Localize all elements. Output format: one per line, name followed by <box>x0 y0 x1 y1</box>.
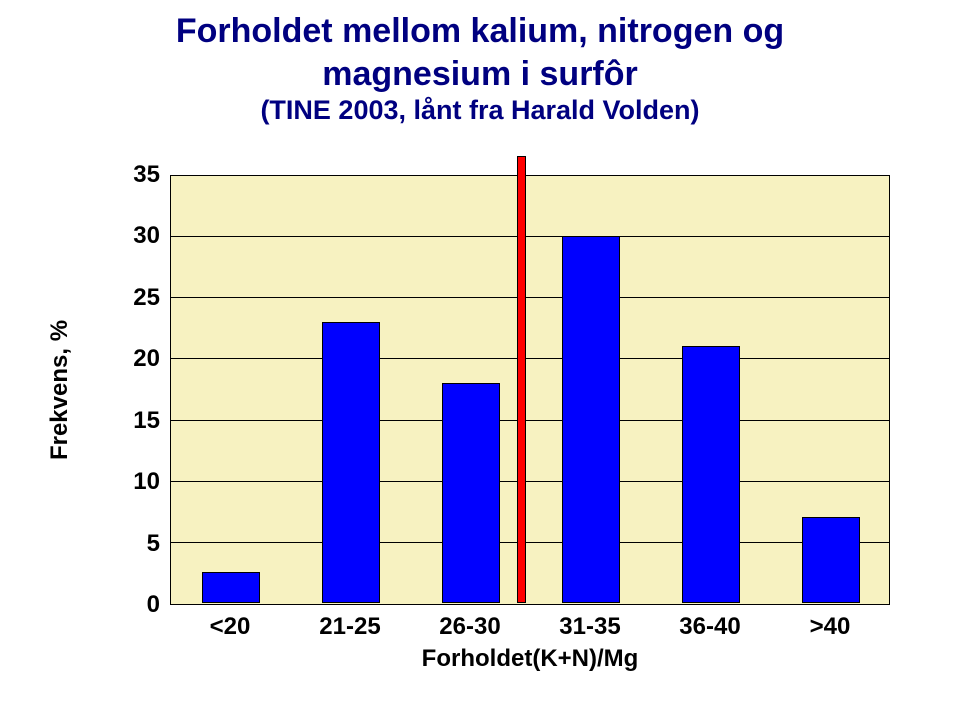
title-line-1: Forholdet mellom kalium, nitrogen og <box>0 10 960 53</box>
x-tick-label: 36-40 <box>679 613 740 641</box>
x-tick-label: 26-30 <box>439 613 500 641</box>
gridline <box>171 481 889 482</box>
bar <box>562 236 621 603</box>
y-tick-label: 25 <box>100 284 160 312</box>
bar <box>682 346 741 603</box>
gridline <box>171 358 889 359</box>
y-axis-label: Frekvens, % <box>46 320 74 460</box>
y-tick-label: 30 <box>100 222 160 250</box>
gridline <box>171 542 889 543</box>
x-tick-label: <20 <box>210 613 251 641</box>
y-tick-label: 10 <box>100 468 160 496</box>
bar <box>442 383 501 603</box>
y-tick-label: 35 <box>100 161 160 189</box>
title-block: Forholdet mellom kalium, nitrogen og mag… <box>0 0 960 126</box>
bar-chart: Frekvens, % Forholdet(K+N)/Mg 0510152025… <box>60 175 900 675</box>
bar <box>202 572 261 603</box>
page: Forholdet mellom kalium, nitrogen og mag… <box>0 0 960 713</box>
subtitle: (TINE 2003, lånt fra Harald Volden) <box>0 95 960 126</box>
gridline <box>171 297 889 298</box>
plot-area <box>170 175 890 605</box>
y-tick-label: 0 <box>100 591 160 619</box>
bar <box>802 517 861 603</box>
reference-line <box>517 156 526 603</box>
gridline <box>171 420 889 421</box>
title-line-2: magnesium i surfôr <box>0 53 960 96</box>
bar <box>322 322 381 603</box>
x-tick-label: 31-35 <box>559 613 620 641</box>
y-tick-label: 20 <box>100 345 160 373</box>
x-axis-label: Forholdet(K+N)/Mg <box>422 645 639 673</box>
y-tick-label: 15 <box>100 407 160 435</box>
gridline <box>171 236 889 237</box>
y-tick-label: 5 <box>100 530 160 558</box>
x-tick-label: 21-25 <box>319 613 380 641</box>
x-tick-label: >40 <box>810 613 851 641</box>
